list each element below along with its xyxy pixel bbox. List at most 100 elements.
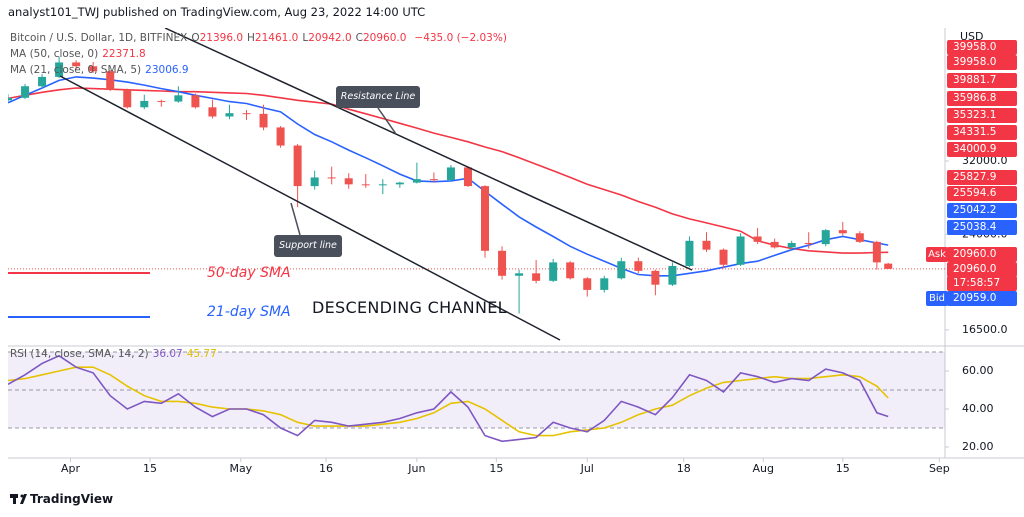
support-line	[59, 75, 561, 341]
bid-tag: Bid	[926, 291, 948, 306]
candle-body	[515, 273, 524, 276]
candle-body	[651, 270, 660, 285]
price-label: 20960.0	[947, 262, 1017, 277]
candle-body	[191, 95, 200, 108]
price-label: 17:58:57	[947, 276, 1017, 291]
candle-body	[412, 179, 421, 183]
price-label: 35986.8	[947, 91, 1017, 106]
ohlc-item: O21396.0	[191, 32, 243, 44]
candle-body	[719, 249, 728, 265]
ohlc-key: C	[355, 32, 363, 44]
price-label: 25038.4	[947, 220, 1017, 235]
legend-rsi: RSI (14, close, SMA, 14, 2) 36.07 45.77	[10, 348, 221, 360]
price-label: 34000.9	[947, 142, 1017, 157]
candle-body	[463, 167, 472, 187]
candle-body	[140, 100, 149, 108]
candle-body	[821, 230, 830, 245]
channel-lines	[59, 28, 693, 341]
legend-label: 21-day SMA	[207, 304, 291, 320]
x-tick-label: 15	[489, 462, 503, 475]
candle-body	[838, 230, 847, 234]
ohlc-value: 20960.0	[362, 32, 407, 44]
candle-body	[242, 113, 251, 115]
series-line	[8, 366, 889, 437]
rsi-label: RSI (14, close, SMA, 14, 2)	[10, 348, 149, 360]
price-label: 25594.6	[947, 186, 1017, 201]
candle-body	[446, 167, 455, 181]
x-tick-label: May	[229, 462, 252, 475]
candle-body	[787, 242, 796, 248]
candle-body	[668, 265, 677, 285]
candle-body	[378, 184, 387, 186]
y-tick-label: 20.00	[962, 440, 994, 453]
axis-unit: USD	[960, 30, 984, 43]
ohlc-value: 21396.0	[199, 32, 244, 44]
channel-label: DESCENDING CHANNEL	[312, 298, 507, 317]
candle-body	[344, 178, 353, 185]
series-line	[8, 354, 889, 443]
candle-body	[123, 89, 132, 108]
support-callout: Support line	[274, 235, 342, 257]
candle-body	[634, 261, 643, 271]
ohlc: O21396.0 H21461.0 L20942.0 C20960.0	[191, 32, 410, 44]
legend-label: 50-day SMA	[207, 265, 291, 281]
header: analyst101_TWJ published on TradingView.…	[8, 5, 426, 19]
footer-brand: TradingView	[30, 492, 114, 506]
price-label: 20960.0	[947, 247, 1017, 262]
ask-tag: Ask	[926, 247, 948, 262]
rsi-pane	[8, 351, 945, 443]
candle-body	[259, 113, 268, 128]
candle-body	[293, 145, 302, 187]
resistance-line	[164, 28, 693, 271]
price-label: 39958.0	[947, 55, 1017, 70]
change: −435.0 (−2.03%)	[414, 32, 507, 44]
candle-body	[174, 95, 183, 102]
ma-label: MA (50, close, 0)	[10, 48, 99, 60]
ma-label: MA (21, close, 0, SMA, 5)	[10, 64, 142, 76]
candle-body	[549, 262, 558, 281]
legend-symbol: Bitcoin / U.S. Dollar, 1D, BITFINEX O2139…	[10, 32, 511, 44]
candle-body	[770, 241, 779, 248]
price-label: 35323.1	[947, 108, 1017, 123]
candle-body	[310, 177, 319, 187]
candle-body	[429, 179, 438, 181]
candle-body	[855, 233, 864, 242]
candle-body	[21, 86, 30, 98]
x-tick-label: 18	[677, 462, 691, 475]
ohlc-value: 21461.0	[254, 32, 299, 44]
candle-body	[702, 240, 711, 250]
ohlc-key: O	[191, 32, 200, 44]
price-label: 34331.5	[947, 125, 1017, 140]
price-pane	[8, 56, 945, 314]
logo-icon	[10, 494, 27, 504]
price-label: 39958.0	[947, 40, 1017, 55]
x-tick-label: Apr	[61, 462, 81, 475]
series-line	[8, 87, 889, 254]
candle-body	[600, 278, 609, 290]
candle-body	[736, 236, 745, 265]
x-tick-label: Aug	[753, 462, 774, 475]
x-tick-label: 16	[319, 462, 333, 475]
ohlc-item: C20960.0	[356, 32, 407, 44]
x-tick-label: Sep	[929, 462, 950, 475]
price-label: 25042.2	[947, 203, 1017, 218]
ohlc-key: L	[302, 32, 309, 44]
ohlc-item: H21461.0	[247, 32, 298, 44]
candle-body	[532, 273, 541, 281]
y-tick-label: 16500.0	[962, 323, 1008, 336]
x-tick-label: 15	[143, 462, 157, 475]
y-tick-label: 32000.0	[962, 154, 1008, 167]
candle-body	[617, 261, 626, 279]
candle-body	[395, 182, 404, 185]
candle-body	[481, 186, 490, 251]
y-tick-label: 40.00	[962, 402, 994, 415]
candle-body	[157, 100, 166, 102]
ma-value: 23006.9	[145, 64, 189, 76]
candle-body	[208, 107, 217, 117]
candle-body	[884, 263, 893, 269]
y-tick-label: 60.00	[962, 364, 994, 377]
rsi-value: 36.07	[152, 348, 183, 360]
x-tick-label: Jul	[580, 462, 594, 475]
